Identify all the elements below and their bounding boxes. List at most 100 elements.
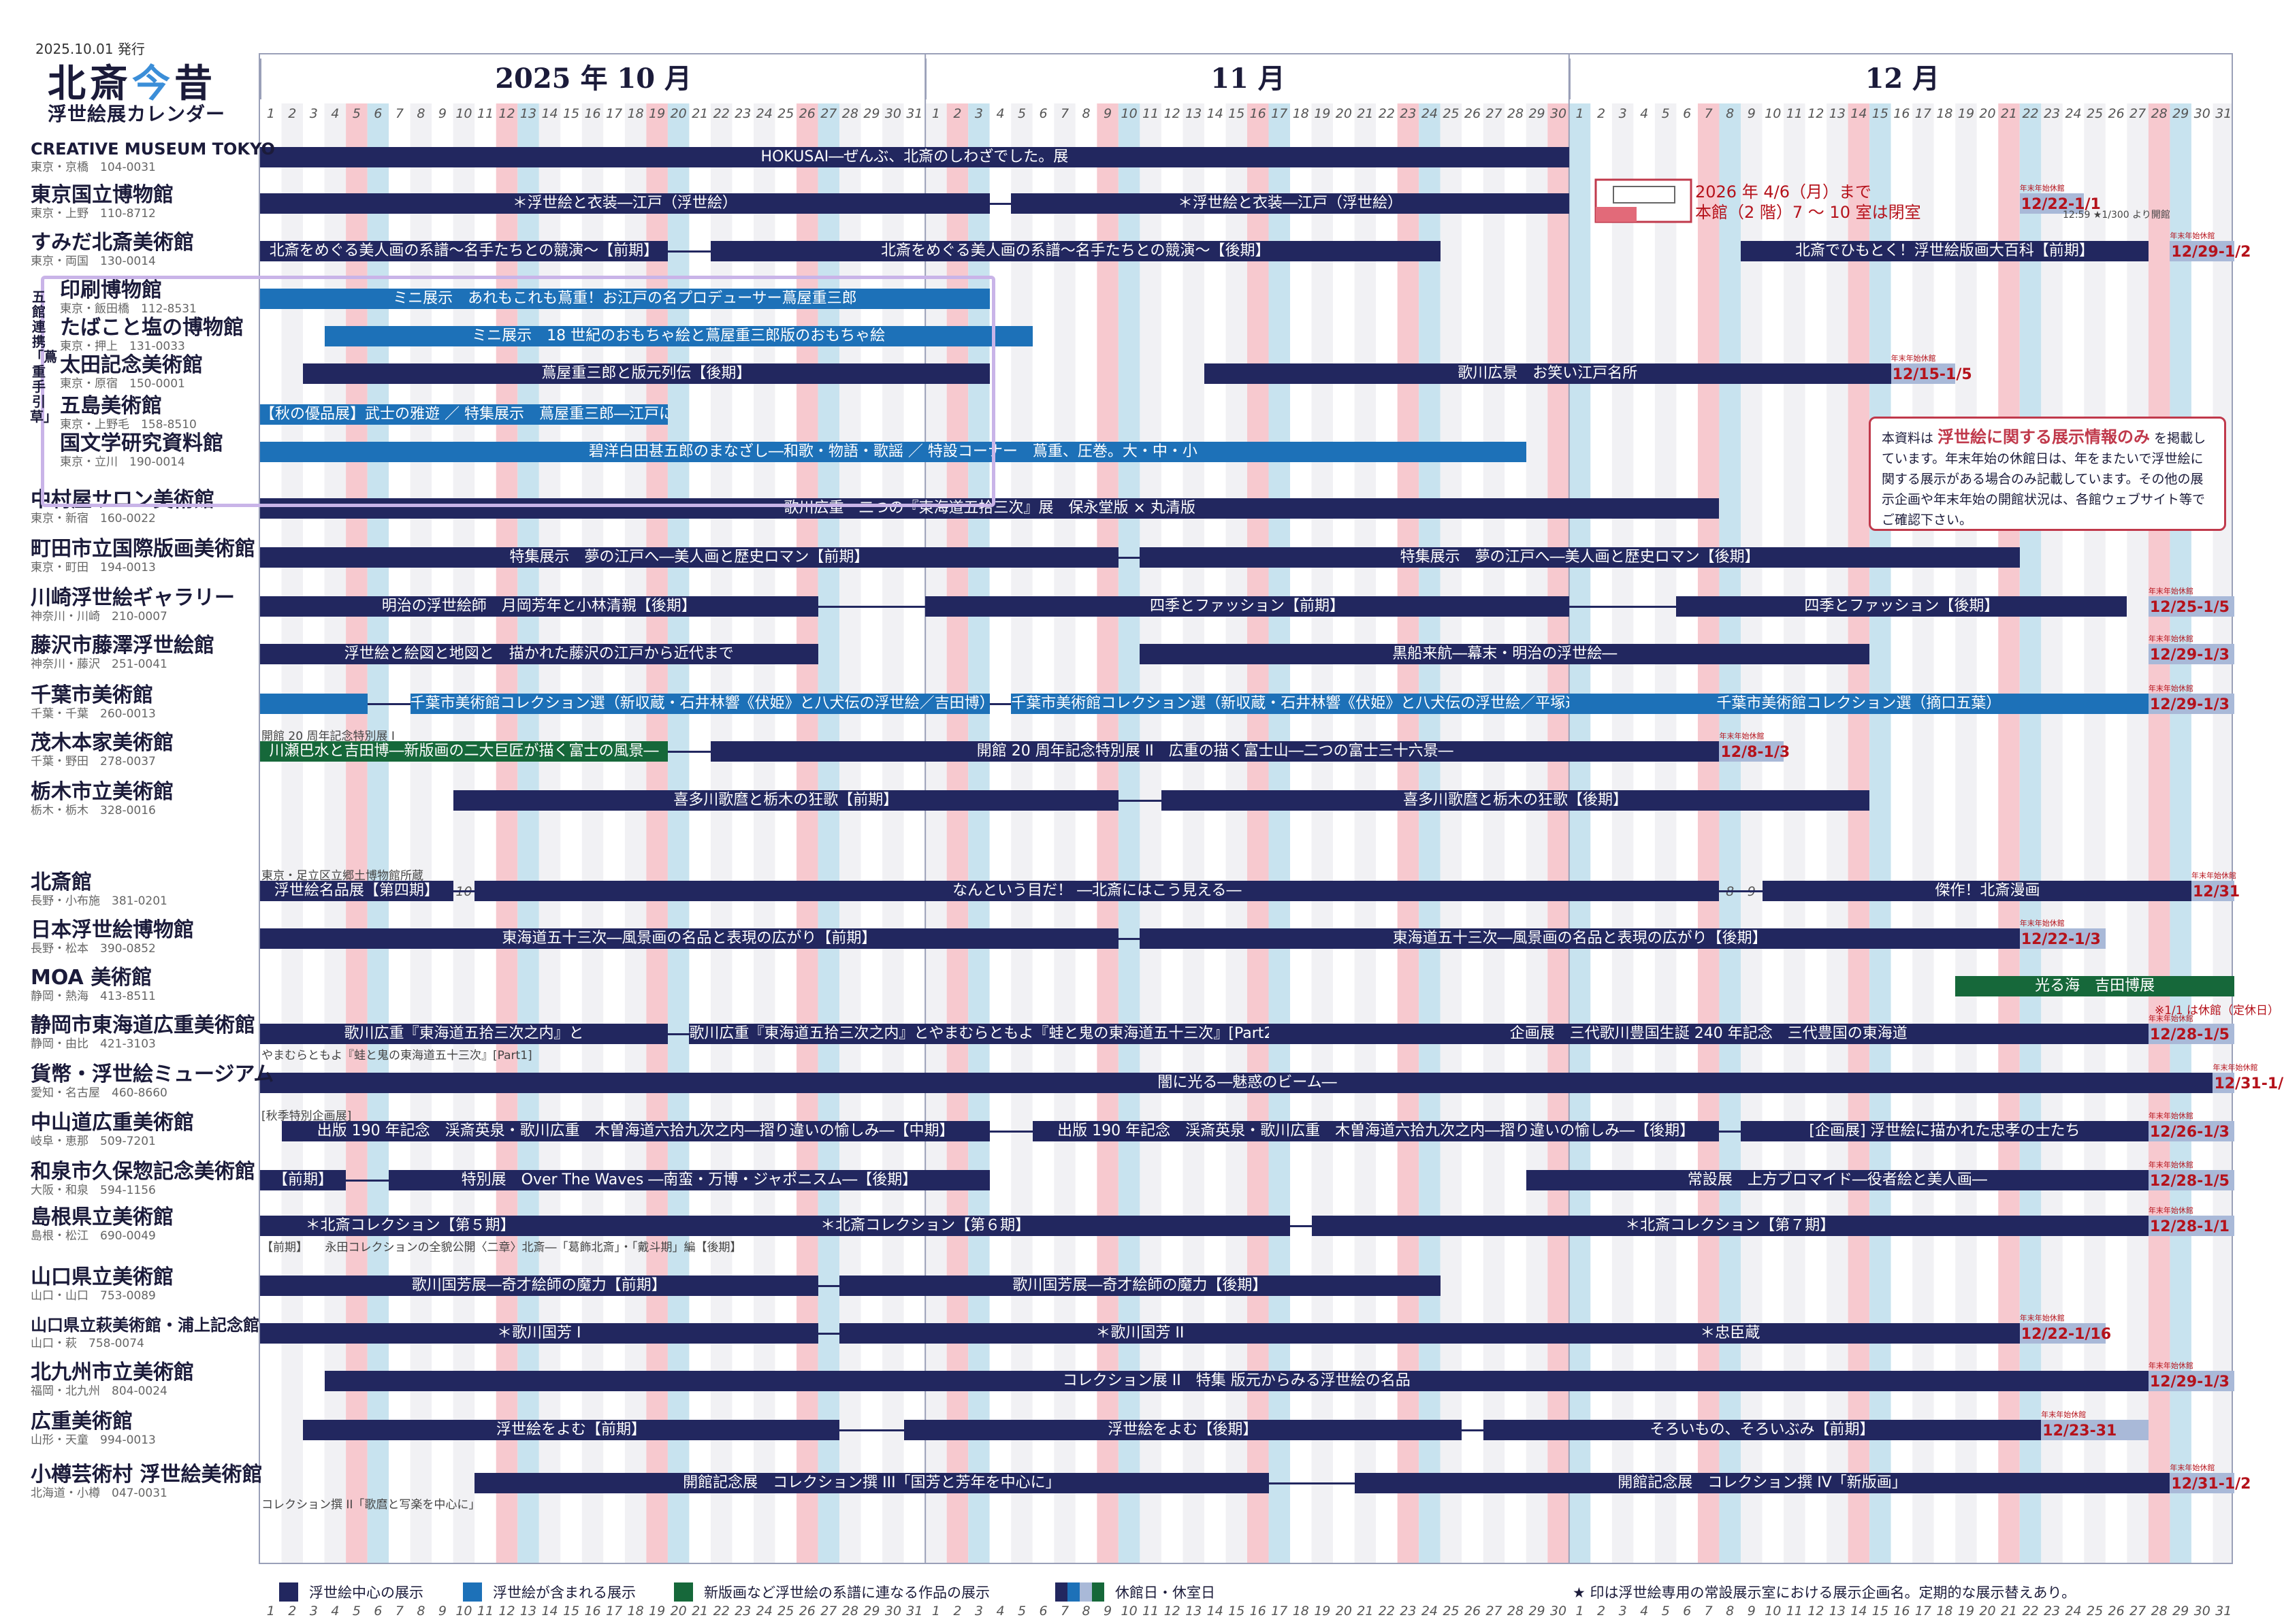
exhibition-bar[interactable]: 傑作！北斎漫画	[1762, 881, 2213, 901]
exhibition-bar[interactable]: 出版 190 年記念 渓斎英泉・歌川広重 木曽海道六拾九次之内―摺り違いの愉しみ…	[1032, 1121, 1720, 1141]
exhibition-bar[interactable]: 東海道五十三次―風景画の名品と表現の広がり【後期】	[1140, 928, 2020, 949]
bar-connector	[989, 203, 1012, 205]
exhibition-bar[interactable]: 常設展 上方ブロマイド―役者絵と美人画―	[1526, 1170, 2149, 1190]
exhibition-bar[interactable]: 黒船来航―幕末・明治の浮世絵―	[1140, 644, 1870, 664]
exhibition-bar[interactable]: 闇に光る―魅惑のビーム―	[260, 1073, 2234, 1093]
exhibition-bar[interactable]: ＊北斎コレクション【第７期】	[1311, 1216, 2149, 1236]
exhibition-bar[interactable]: 喜多川歌麿と栃木の狂歌【前期】	[453, 790, 1119, 811]
closure-caption: 年末年始休館	[2041, 1410, 2087, 1419]
exhibition-bar[interactable]: 碧洋白田甚五郎のまなざし―和歌・物語・歌謡 ／ 特設コーナー 蔦重、圧巻。大・中…	[260, 442, 1526, 462]
day-column	[1311, 103, 1334, 1563]
day-column	[2084, 103, 2106, 1563]
day-column	[432, 103, 453, 1563]
exhibition-bar[interactable]: [企画展] 浮世絵に描かれた忠孝の士たち	[1741, 1121, 2149, 1141]
exhibition-bar[interactable]: 四季とファッション【後期】	[1676, 596, 2127, 617]
day-number: 1	[931, 1604, 940, 1619]
venue-address: 千葉・野田 278-0037	[31, 755, 156, 768]
day-number: 24	[2065, 1604, 2082, 1619]
exhibition-bar[interactable]: ミニ展示 18 世紀のおもちゃ絵と蔦屋重三郎版のおもちゃ絵	[324, 326, 1033, 346]
exhibition-bar[interactable]: 明治の浮世絵師 月岡芳年と小林清親【後期】	[260, 596, 818, 617]
exhibition-bar[interactable]: 歌川広重『東海道五拾三次之内』と	[260, 1024, 668, 1044]
exhibition-bar[interactable]: ＊浮世絵と衣装―江戸（浮世絵）	[260, 193, 990, 214]
venue-address: 東京・上野毛 158-8510	[60, 418, 197, 432]
venue-name: 広重美術館	[31, 1410, 133, 1433]
exhibition-bar[interactable]: 蔦屋重三郎と版元列伝【後期】	[303, 363, 990, 384]
day-column	[818, 103, 840, 1563]
exhibition-bar[interactable]: 千葉市美術館コレクション選（新収蔵・石井林響《伏姫》と八犬伝の浮世絵／平塚運一）	[1011, 694, 1569, 714]
day-number: 16	[1249, 106, 1266, 121]
day-number: 30	[1549, 106, 1567, 121]
exhibition-bar[interactable]: 浮世絵名品展【第四期】	[260, 881, 453, 901]
day-column	[2127, 103, 2149, 1563]
exhibition-bar[interactable]: 【前期】	[260, 1170, 347, 1190]
exhibition-bar[interactable]: そろいもの、そろいぶみ【前期】	[1483, 1420, 2042, 1440]
exhibition-bar[interactable]: 歌川国芳展―奇才絵師の魔力【後期】	[839, 1276, 1441, 1296]
day-number: 20	[1979, 1604, 1996, 1619]
month-label: 2025 年 10 月	[260, 59, 925, 99]
exhibition-bar[interactable]: 浮世絵をよむ【前期】	[303, 1420, 840, 1440]
exhibition-bar[interactable]: 歌川国芳展―奇才絵師の魔力【前期】	[260, 1276, 818, 1296]
exhibition-bar[interactable]: ＊北斎コレクション【第６期】	[560, 1216, 1291, 1236]
bar-connector	[1719, 1131, 1741, 1133]
day-column	[1848, 103, 1870, 1563]
exhibition-bar[interactable]: 浮世絵と絵図と地図と 描かれた藤沢の江戸から近代まで	[260, 644, 818, 664]
exhibition-bar[interactable]: 北斎でひもとく！浮世絵版画大百科【前期】	[1741, 241, 2149, 261]
venue-address: 静岡・由比 421-3103	[31, 1037, 156, 1051]
exhibition-bar[interactable]: 開館記念展 コレクション撰 IV「新版画」	[1354, 1473, 2170, 1493]
closure-caption: 年末年始休館	[2148, 1361, 2193, 1370]
exhibition-bar[interactable]: 光る海 吉田博展	[1955, 976, 2234, 996]
exhibition-bar[interactable]: 特集展示 夢の江戸へ―美人画と歴史ロマン【前期】	[260, 547, 1119, 568]
exhibition-bar[interactable]: 出版 190 年記念 渓斎英泉・歌川広重 木曽海道六拾九次之内―摺り違いの愉しみ…	[281, 1121, 990, 1141]
bar-connector	[818, 1285, 840, 1287]
exhibition-bar[interactable]: 歌川広景 お笑い江戸名所	[1204, 363, 1891, 384]
exhibition-bar[interactable]: 特別展 Over The Waves ―南蛮・万博・ジャポニスム―【後期】	[389, 1170, 990, 1190]
venue: 印刷博物館 東京・飯田橋 112-8531	[60, 279, 288, 316]
exhibition-bar[interactable]: 喜多川歌麿と栃木の狂歌【後期】	[1161, 790, 1870, 811]
venue: 太田記念美術館 東京・原宿 150-0001	[60, 354, 288, 391]
exhibition-bar[interactable]	[260, 694, 368, 714]
exhibition-bar[interactable]: 特集展示 夢の江戸へ―美人画と歴史ロマン【後期】	[1140, 547, 2020, 568]
day-number: 8	[1726, 1604, 1735, 1619]
exhibition-bar[interactable]: 浮世絵をよむ【後期】	[903, 1420, 1462, 1440]
exhibition-bar[interactable]: 川瀬巴水と吉田博―新版画の二大巨匠が描く富士の風景―	[260, 741, 668, 762]
day-number: 15	[1228, 106, 1245, 121]
bar-connector	[1569, 606, 1677, 608]
exhibition-bar[interactable]: 【秋の優品展】武士の雅遊 ／ 特集展示 蔦屋重三郎―江戸には江戸の風が吹く	[260, 404, 668, 425]
venue-name: 国文学研究資料館	[60, 432, 223, 455]
exhibition-bar[interactable]: ＊歌川国芳 II	[839, 1323, 1441, 1344]
exhibition-bar[interactable]: 企画展 三代歌川豊国生誕 240 年記念 三代豊国の東海道	[1268, 1024, 2149, 1044]
exhibition-bar[interactable]: 千葉市美術館コレクション選（摘口五葉）	[1569, 694, 2149, 714]
exhibition-bar[interactable]: ＊北斎コレクション【第５期】	[260, 1216, 561, 1236]
day-number: 24	[2065, 106, 2082, 121]
day-number: 25	[1443, 1604, 1460, 1619]
day-number: 6	[1039, 1604, 1048, 1619]
tokyo-note-line2: 本館（2 階）7 ～ 10 室は閉室	[1695, 203, 1921, 222]
exhibition-bar[interactable]: 開館 20 周年記念特別展 II 広重の描く富士山―二つの富士三十六景―	[710, 741, 1720, 762]
exhibition-bar[interactable]: 千葉市美術館コレクション選（新収蔵・石井林響《伏姫》と八犬伝の浮世絵／吉田博）	[410, 694, 990, 714]
day-number: 12	[498, 106, 515, 121]
exhibition-bar[interactable]: ＊忠臣蔵	[1440, 1323, 2020, 1344]
day-number: 13	[1185, 106, 1202, 121]
exhibition-bar[interactable]: ミニ展示 あれもこれも蔦重！お江戸の名プロデューサー蔦屋重三郎	[260, 289, 990, 309]
closure-block	[2019, 193, 2085, 214]
exhibition-bar[interactable]: ＊浮世絵と衣装―江戸（浮世絵）	[1011, 193, 1569, 214]
exhibition-bar[interactable]: 東海道五十三次―風景画の名品と表現の広がり【前期】	[260, 928, 1119, 949]
venue-address: 山口・山口 753-0089	[31, 1289, 156, 1303]
exhibition-bar[interactable]: 四季とファッション【前期】	[925, 596, 1569, 617]
exhibition-bar[interactable]: 歌川広重 二つの『東海道五拾三次』展 保永堂版 × 丸清版	[260, 498, 1720, 519]
day-number: 7	[1061, 1604, 1069, 1619]
exhibition-bar[interactable]: 北斎をめぐる美人画の系譜～名手たちとの競演～【前期】	[260, 241, 668, 261]
day-column	[1011, 103, 1033, 1563]
day-column	[839, 103, 861, 1563]
exhibition-bar[interactable]: コレクション展 II 特集 版元からみる浮世絵の名品	[324, 1371, 2149, 1391]
exhibition-bar[interactable]: なんという目だ！ ―北斎にはこう見える―	[475, 881, 1720, 901]
exhibition-bar[interactable]: 歌川広重『東海道五拾三次之内』とやまむらともよ『蛙と鬼の東海道五十三次』[Par…	[689, 1024, 1269, 1044]
exhibition-bar[interactable]: ＊歌川国芳 I	[260, 1323, 818, 1344]
exhibition-bar[interactable]: HOKUSAI―ぜんぶ、北斎のしわざでした。展	[260, 147, 1569, 167]
info-notice-box: 本資料は 浮世絵に関する展示情報のみ を掲載しています。年末年始の休館日は、年を…	[1869, 417, 2226, 531]
venue-address: 千葉・千葉 260-0013	[31, 707, 156, 721]
exhibition-bar[interactable]: 北斎をめぐる美人画の系譜～名手たちとの競演～【後期】	[710, 241, 1441, 261]
venue-name: 栃木市立美術館	[31, 780, 174, 804]
brand-mukashi: 昔	[174, 61, 216, 106]
exhibition-bar[interactable]: 開館記念展 コレクション撰 III「国芳と芳年を中心に」	[475, 1473, 1269, 1493]
